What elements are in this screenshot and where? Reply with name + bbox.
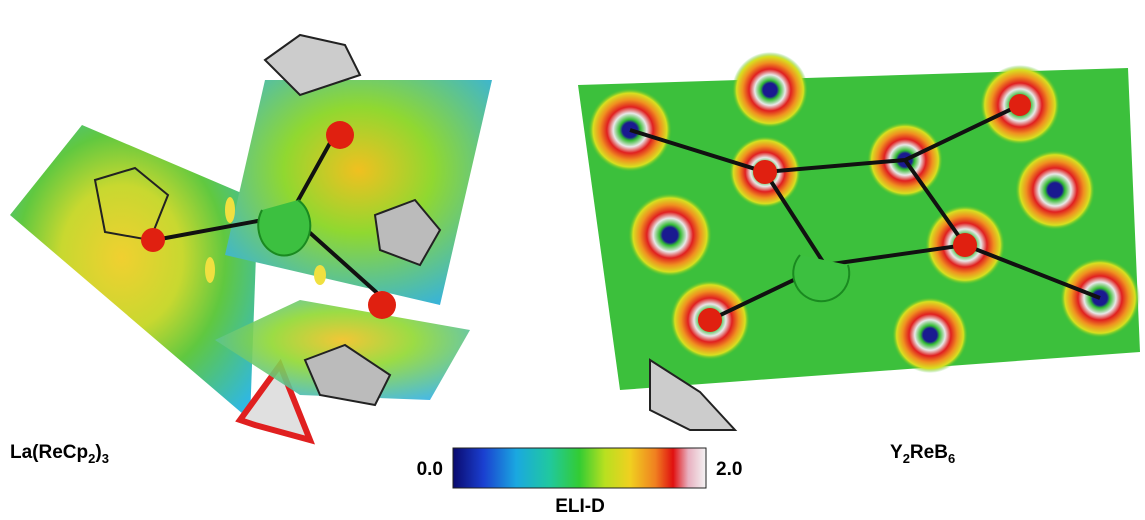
label-part: La(ReCp [10,442,88,463]
figure: La(ReCp2)3 Y2ReB6 0.0 2.0 ELI-D [0,0,1145,520]
label-part: 3 [102,451,109,466]
label-part: 2 [88,451,95,466]
colorbar-min: 0.0 [417,459,443,480]
label-part: Y [890,442,903,463]
label-part: 2 [903,451,910,466]
right-structure [578,52,1140,430]
colorbar-title: ELI-D [555,496,605,517]
colorbar-max: 2.0 [716,459,742,480]
left-structure [10,35,492,440]
right-label: Y2ReB6 [890,442,955,466]
label-part: 6 [948,451,955,466]
page: La(ReCp2)3 Y2ReB6 0.0 2.0 ELI-D (() => {… [0,0,1145,520]
left-label: La(ReCp2)3 [10,442,109,466]
colorbar [453,448,706,488]
label-part: ReB [910,442,948,463]
